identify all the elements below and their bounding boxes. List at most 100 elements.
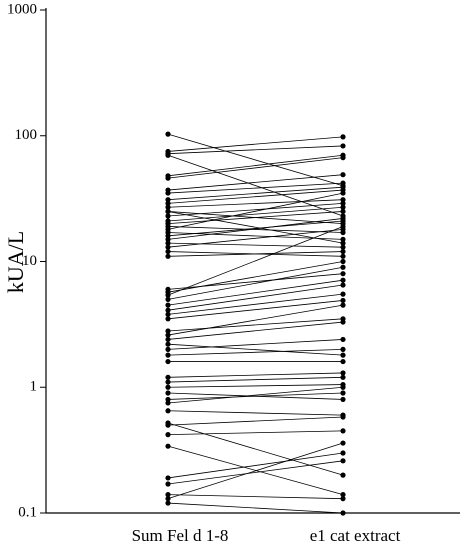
pair-line (167, 422, 344, 476)
point (165, 400, 171, 406)
point (340, 143, 346, 149)
pair-line (167, 186, 344, 201)
point (165, 244, 171, 250)
pair-line (167, 348, 344, 356)
pair-line (167, 192, 344, 230)
point (340, 215, 346, 222)
point (165, 204, 171, 210)
pair-line (167, 304, 344, 336)
point (165, 390, 171, 396)
point (340, 200, 346, 206)
y-tick-label: 10 (22, 253, 37, 269)
point (165, 292, 171, 298)
point (165, 248, 171, 255)
point (340, 396, 346, 403)
point (340, 336, 346, 343)
pair-line (167, 372, 344, 378)
point (165, 496, 171, 502)
pair-line (167, 211, 344, 225)
pair-line (167, 318, 344, 332)
y-tick-label: 1 (30, 379, 38, 395)
pair-line (167, 442, 344, 500)
pair-line (167, 136, 344, 152)
pair-line (167, 133, 344, 187)
point (165, 131, 171, 137)
point (165, 432, 171, 438)
point (340, 390, 346, 396)
pair-line (167, 202, 344, 217)
point (165, 481, 171, 487)
point (340, 244, 346, 250)
pair-line (167, 392, 344, 400)
point (340, 440, 346, 446)
point (165, 358, 171, 365)
point (340, 472, 346, 478)
x-tick-label: e1 cat extract (310, 526, 401, 545)
point (340, 302, 346, 308)
point (340, 358, 346, 365)
pair-line (167, 445, 344, 496)
point (340, 155, 346, 161)
point (340, 180, 346, 186)
point (340, 414, 346, 420)
pair-line (167, 460, 344, 485)
point (340, 258, 346, 265)
point (165, 336, 171, 343)
point (165, 190, 171, 196)
pair-line (167, 343, 344, 356)
point (340, 297, 346, 304)
pair-line (167, 206, 344, 222)
pair-line (167, 300, 344, 320)
pair-line (167, 154, 344, 177)
pair-line (167, 284, 344, 311)
point (340, 450, 346, 456)
point (165, 328, 171, 334)
y-tick-label: 1000 (7, 1, 37, 17)
pair-line (167, 189, 344, 204)
y-tick-label: 0.1 (18, 504, 37, 520)
point (340, 346, 346, 352)
pair-line (167, 502, 344, 514)
point (340, 264, 346, 270)
point (165, 475, 171, 481)
pair-line (167, 174, 344, 191)
pair-line (167, 279, 344, 306)
pair-line (167, 416, 344, 426)
point (165, 311, 171, 317)
point (165, 240, 171, 246)
point (165, 341, 171, 347)
pair-line (167, 339, 344, 350)
point (165, 384, 171, 390)
point (165, 408, 171, 414)
pair-line (167, 182, 344, 194)
point (340, 428, 346, 434)
pair-line (167, 273, 344, 290)
point (165, 492, 171, 498)
pair-line (167, 376, 344, 383)
point (165, 500, 171, 506)
y-tick-label: 100 (15, 127, 38, 143)
point (165, 253, 171, 259)
point (165, 316, 171, 322)
point (340, 277, 346, 283)
point (340, 248, 346, 255)
point (340, 208, 346, 215)
pair-line (167, 293, 344, 315)
point (165, 420, 171, 426)
point (165, 332, 171, 338)
point (340, 197, 346, 203)
point (165, 296, 171, 302)
pair-line (167, 452, 344, 479)
pair-line (167, 494, 344, 500)
point (340, 384, 346, 390)
point (165, 286, 171, 292)
point (165, 175, 171, 181)
pair-line (167, 226, 344, 296)
pair-line (167, 251, 344, 257)
point (340, 492, 346, 498)
point (340, 172, 346, 178)
point (340, 510, 346, 516)
pair-line (167, 220, 344, 237)
point (340, 282, 346, 288)
pair-line (167, 229, 344, 248)
